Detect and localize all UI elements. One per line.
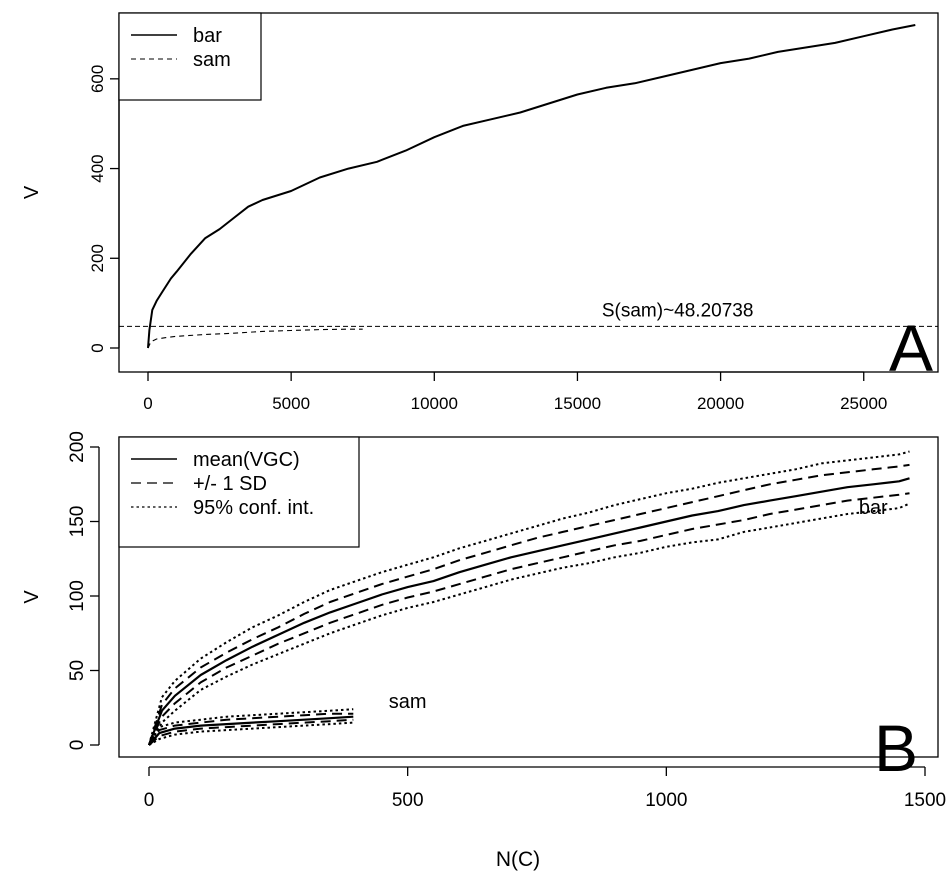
- panel-b-sam-ci-upper-line: [148, 708, 354, 746]
- panel-a-x-tick-label: 5000: [272, 394, 310, 413]
- panel-a-annotation: S(sam)~48.20738: [602, 301, 754, 322]
- panel-a-x-tick-label: 25000: [840, 394, 887, 413]
- panel-b-y-tick-label: 150: [67, 506, 88, 538]
- panel-b-legend-label: 95% conf. int.: [193, 497, 314, 519]
- panel-a-legend-box: [118, 12, 262, 101]
- panel-a-x-tick-label: 20000: [697, 394, 744, 413]
- panel-b-x-tick-label: 0: [144, 790, 155, 811]
- panel-b-legend-label: +/- 1 SD: [193, 473, 267, 495]
- panel-b-panel-label: B: [874, 711, 918, 785]
- panel-b-sam-mean-line: [148, 715, 354, 746]
- figure-x-axis-label: N(C): [496, 848, 540, 871]
- panel-a-panel-label: A: [889, 311, 933, 385]
- panel-a-x-tick-label: 15000: [554, 394, 601, 413]
- panel-b-sam-ci-lower-line: [148, 721, 354, 746]
- panel-b-annotation: sam: [389, 691, 427, 713]
- panel-b-x-tick-label: 1500: [904, 790, 946, 811]
- panel-b-sam-sd-lower-line: [148, 718, 354, 746]
- panel-b-bar-mean-line: [147, 477, 910, 746]
- panel-b-y-tick-label: 200: [67, 431, 88, 463]
- panel-a-x-tick-label: 0: [143, 394, 152, 413]
- panel-b-bar-ci-lower-line: [148, 502, 910, 746]
- panel-a-y-tick-label: 400: [88, 154, 107, 182]
- panel-a-y-tick-label: 0: [88, 343, 107, 352]
- panel-a: 0 5000 10000 15000 20000 25000 0 200 400 600 V A S(s…: [21, 12, 939, 413]
- panel-b-legend-label: mean(VGC): [193, 449, 300, 471]
- panel-b-x-tick-label: 500: [392, 790, 424, 811]
- panel-b-y-tick-label: 100: [67, 580, 88, 612]
- panel-a-y-tick-label: 200: [88, 244, 107, 272]
- panel-a-legend-label: sam: [193, 49, 231, 71]
- panel-a-y-tick-label: 600: [88, 65, 107, 93]
- panel-b-y-tick-label: 0: [67, 740, 88, 751]
- panel-b-sam-sd-upper-line: [148, 712, 354, 746]
- panel-b-x-tick-label: 1000: [645, 790, 687, 811]
- panel-b-y-axis-label: V: [21, 590, 43, 604]
- panel-b-bar-ci-upper-line: [148, 450, 910, 746]
- panel-a-series-bar: [147, 24, 916, 349]
- panel-b-annotation: bar: [859, 497, 888, 519]
- panel-a-y-axis-label: V: [21, 185, 43, 199]
- panel-a-legend-label: bar: [193, 25, 222, 47]
- panel-b-bar-sd-lower-line: [148, 492, 910, 746]
- panel-b-y-tick-label: 50: [67, 660, 88, 681]
- panel-b-legend-box: [118, 436, 360, 548]
- panel-a-x-tick-label: 10000: [411, 394, 458, 413]
- panel-b-bar-sd-upper-line: [148, 463, 910, 746]
- panel-a-series-sam: [147, 328, 363, 349]
- panel-b-plot-frame: [118, 436, 939, 758]
